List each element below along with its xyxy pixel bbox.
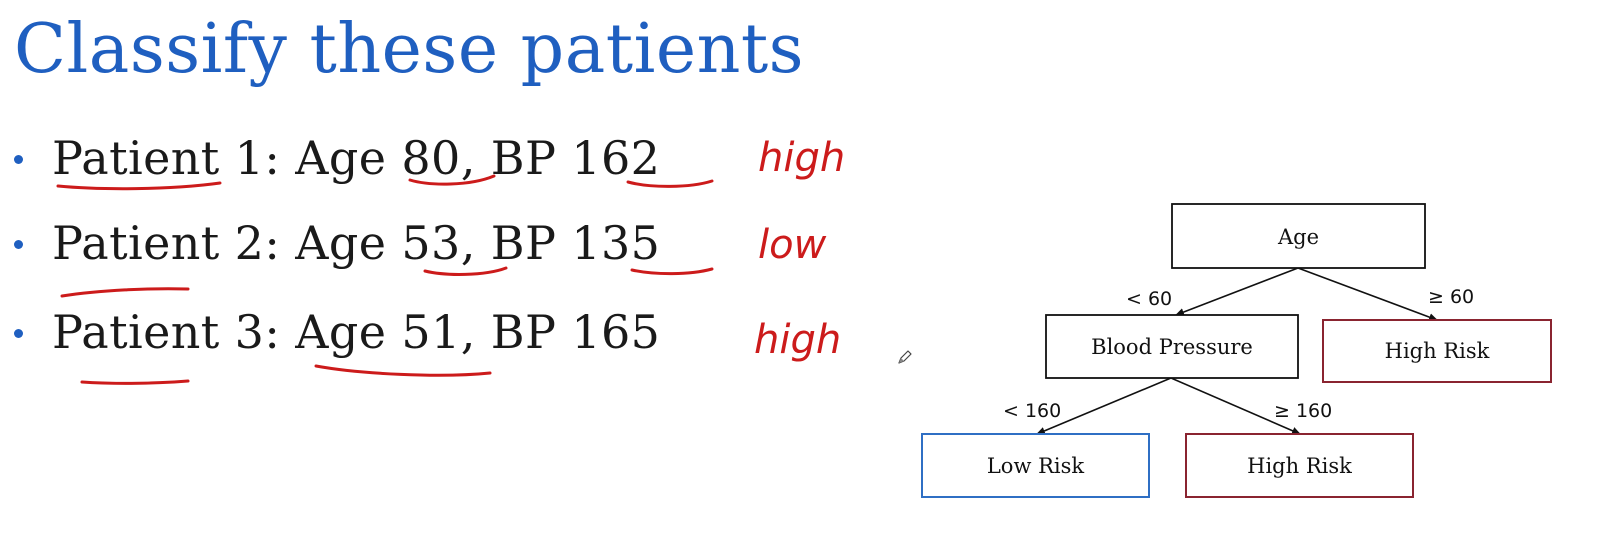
annotation-patient-3: high xyxy=(754,317,842,363)
annotation-patient-1: high xyxy=(758,135,846,181)
pen-cursor-icon xyxy=(898,350,912,364)
leaf-low-risk-label: Low Risk xyxy=(987,454,1085,478)
patient-list: Patient 1: Age 80, BP 162 Patient 2: Age… xyxy=(0,0,900,420)
edge-bp-to-low xyxy=(1036,377,1172,435)
bullet-icon xyxy=(14,155,23,164)
edge-label-age-ge: ≥ 60 xyxy=(1428,286,1474,308)
bullet-icon xyxy=(14,240,23,249)
leaf-high-risk-age: High Risk xyxy=(1322,319,1552,383)
patient-item-2: Patient 2: Age 53, BP 135 xyxy=(0,213,900,283)
leaf-low-risk: Low Risk xyxy=(921,433,1150,498)
patient-text: Patient 1: Age 80, BP 162 xyxy=(52,131,661,185)
node-age-label: Age xyxy=(1277,225,1319,249)
slide-title: Classify these patients xyxy=(14,10,805,89)
patient-text: Patient 2: Age 53, BP 135 xyxy=(52,216,661,270)
patient-text: Patient 3: Age 51, BP 165 xyxy=(52,305,661,359)
leaf-high-risk-age-label: High Risk xyxy=(1385,339,1490,363)
edge-label-bp-ge: ≥ 160 xyxy=(1274,400,1332,422)
leaf-high-risk-bp-label: High Risk xyxy=(1247,454,1352,478)
node-blood-pressure: Blood Pressure xyxy=(1045,314,1299,379)
edge-bp-to-high xyxy=(1170,377,1301,435)
edge-age-to-high xyxy=(1297,267,1438,321)
patient-item-1: Patient 1: Age 80, BP 162 xyxy=(0,128,900,198)
bullet-icon xyxy=(14,329,23,338)
node-blood-pressure-label: Blood Pressure xyxy=(1091,335,1253,359)
edge-age-to-bp xyxy=(1175,267,1299,316)
leaf-high-risk-bp: High Risk xyxy=(1185,433,1414,498)
node-age: Age xyxy=(1171,203,1426,269)
annotation-patient-2: low xyxy=(758,222,827,268)
patient-item-3: Patient 3: Age 51, BP 165 xyxy=(0,302,900,372)
edge-label-bp-lt: < 160 xyxy=(1003,400,1061,422)
edge-label-age-lt: < 60 xyxy=(1126,288,1172,310)
